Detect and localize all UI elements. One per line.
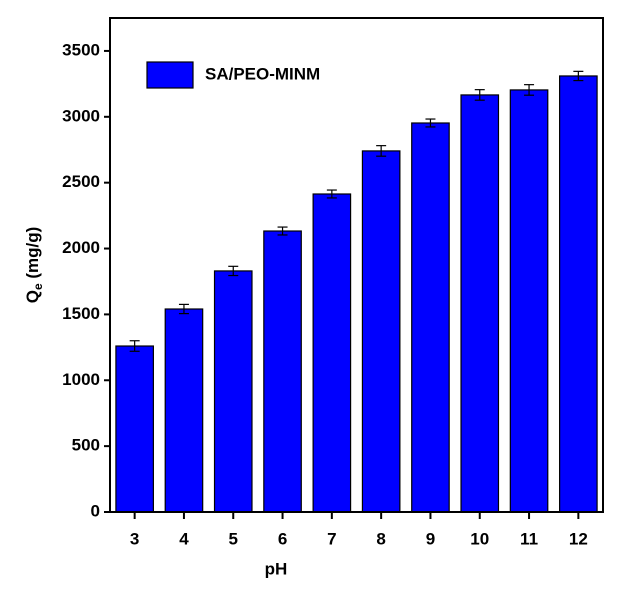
x-tick-label: 3 — [130, 529, 139, 548]
error-bar — [228, 265, 239, 277]
x-tick-label: 5 — [229, 529, 238, 548]
error-bar — [425, 118, 436, 128]
y-label-main: Q — [23, 290, 42, 303]
y-label-unit: (mg/g) — [23, 227, 42, 284]
bar — [460, 94, 500, 513]
y-tick-label: 1000 — [62, 370, 100, 389]
error-bar — [277, 226, 288, 236]
y-tick-label: 2500 — [62, 172, 100, 191]
error-bar — [178, 303, 189, 315]
legend-swatch — [146, 61, 194, 89]
x-tick-label: 7 — [327, 529, 336, 548]
error-bar — [376, 145, 387, 157]
bar — [509, 89, 549, 513]
x-axis-label: pH — [265, 559, 288, 578]
bar — [115, 345, 154, 513]
y-tick-label: 500 — [72, 436, 100, 455]
error-bar — [524, 84, 535, 96]
bar — [559, 75, 598, 513]
y-tick-label: 0 — [91, 501, 100, 520]
x-tick-label: 6 — [278, 529, 287, 548]
error-bar — [474, 89, 485, 101]
bar — [164, 308, 204, 513]
x-tick-label: 10 — [470, 529, 489, 548]
x-tick-label: 8 — [376, 529, 385, 548]
x-tick-label: 11 — [520, 529, 538, 548]
y-tick-label: 3500 — [62, 40, 100, 59]
bar — [411, 122, 450, 513]
bar — [312, 193, 352, 513]
x-tick-label: 4 — [179, 529, 189, 548]
y-axis-label: Qe (mg/g) — [23, 227, 45, 304]
x-tick-label: 12 — [569, 529, 588, 548]
y-tick-label: 1500 — [62, 304, 100, 323]
y-tick-label: 3000 — [62, 106, 100, 125]
legend-label: SA/PEO-MINM — [205, 64, 320, 83]
bar — [361, 150, 401, 513]
error-bar — [326, 189, 337, 199]
bar — [263, 230, 302, 513]
x-tick-label: 9 — [426, 529, 435, 548]
y-tick-label: 2000 — [62, 238, 100, 257]
bar — [213, 270, 253, 513]
error-bar — [573, 70, 584, 82]
y-label-sub: e — [31, 283, 45, 290]
plot-frame — [109, 17, 604, 513]
error-bar — [129, 340, 140, 352]
